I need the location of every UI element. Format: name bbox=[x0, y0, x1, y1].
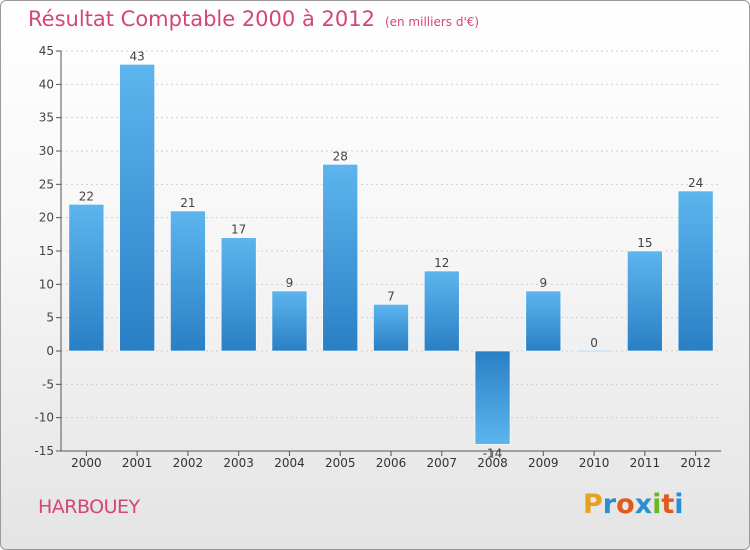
y-tick-label: 30 bbox=[39, 144, 54, 158]
chart-title: Résultat Comptable 2000 à 2012 (en millie… bbox=[28, 7, 479, 31]
value-label: 24 bbox=[688, 176, 703, 190]
x-tick-label: 2004 bbox=[274, 456, 305, 470]
logo-letter: r bbox=[602, 489, 617, 520]
x-tick-label: 2009 bbox=[528, 456, 559, 470]
bar-2010 bbox=[576, 350, 612, 352]
y-tick-label: -5 bbox=[42, 377, 54, 391]
y-tick-label: 25 bbox=[39, 177, 54, 191]
y-tick-label: 15 bbox=[39, 244, 54, 258]
x-tick-label: 2007 bbox=[426, 456, 457, 470]
x-tick-label: 2011 bbox=[630, 456, 661, 470]
x-tick-label: 2003 bbox=[223, 456, 254, 470]
value-label: 7 bbox=[387, 289, 395, 303]
y-tick-label: 45 bbox=[39, 44, 54, 58]
value-label: 15 bbox=[637, 236, 652, 250]
value-label: 22 bbox=[79, 189, 94, 203]
bar-2002 bbox=[170, 210, 206, 352]
logo-letter: t bbox=[661, 489, 675, 520]
value-label: 0 bbox=[590, 336, 598, 350]
x-tick-label: 2005 bbox=[325, 456, 356, 470]
value-label: 28 bbox=[333, 149, 348, 163]
x-tick-label: 2008 bbox=[477, 456, 508, 470]
value-label: 43 bbox=[130, 49, 145, 63]
value-label: 9 bbox=[539, 276, 547, 290]
logo-letter: P bbox=[583, 489, 603, 520]
y-tick-label: 5 bbox=[46, 311, 54, 325]
proxiti-logo: Proxiti bbox=[583, 489, 684, 520]
chart-subtitle: (en milliers d'€) bbox=[384, 15, 480, 29]
y-tick-label: 40 bbox=[39, 77, 54, 91]
bar-2012 bbox=[677, 190, 714, 352]
bar-2001 bbox=[119, 64, 155, 352]
value-label: 17 bbox=[231, 223, 246, 237]
bar-2007 bbox=[423, 270, 460, 352]
bar-2008 bbox=[474, 350, 511, 445]
value-label: 9 bbox=[286, 276, 294, 290]
y-tick-label: 10 bbox=[39, 277, 54, 291]
commune-name: HARBOUEY bbox=[38, 496, 140, 518]
logo-letter: o bbox=[616, 489, 635, 520]
x-tick-label: 2000 bbox=[71, 456, 102, 470]
x-tick-label: 2006 bbox=[376, 456, 407, 470]
bar-2011 bbox=[627, 250, 663, 352]
bar-2000 bbox=[68, 204, 105, 352]
value-label: 21 bbox=[180, 196, 195, 210]
y-tick-label: 20 bbox=[39, 211, 54, 225]
x-tick-label: 2010 bbox=[579, 456, 610, 470]
value-label: 12 bbox=[434, 256, 449, 270]
bar-2005 bbox=[322, 164, 359, 352]
x-tick-label: 2012 bbox=[680, 456, 711, 470]
bar-2004 bbox=[271, 290, 308, 352]
y-tick-label: -10 bbox=[34, 411, 54, 425]
x-tick-label: 2001 bbox=[122, 456, 153, 470]
y-tick-label: 35 bbox=[39, 111, 54, 125]
chart-title-text: Résultat Comptable 2000 à 2012 bbox=[28, 7, 375, 31]
logo-letter: x bbox=[634, 489, 653, 520]
bar-2006 bbox=[373, 304, 409, 352]
logo-letter: i bbox=[652, 489, 662, 520]
y-tick-label: -15 bbox=[34, 444, 54, 458]
bar-2009 bbox=[525, 290, 562, 352]
logo-letter: i bbox=[674, 489, 684, 520]
y-tick-label: 0 bbox=[46, 344, 54, 358]
x-tick-label: 2002 bbox=[173, 456, 204, 470]
bar-2003 bbox=[220, 237, 257, 352]
